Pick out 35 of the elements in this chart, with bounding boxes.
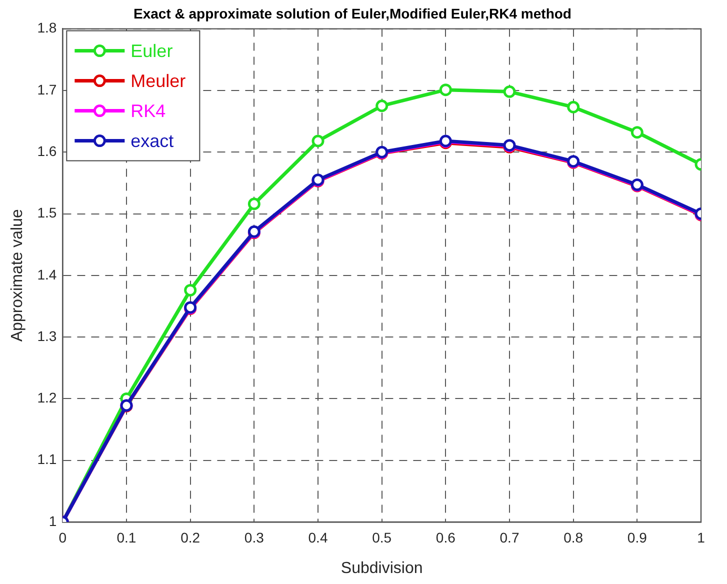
- y-tick-label: 1.6: [37, 142, 57, 159]
- point: [503, 85, 516, 98]
- x-tick-label: 0.9: [627, 529, 648, 546]
- point: [376, 100, 388, 112]
- legend-label: exact: [130, 130, 174, 151]
- x-tick-label: 1: [697, 529, 706, 546]
- x-axis-title: Subdivision: [340, 560, 423, 577]
- y-tick-label: 1.3: [37, 328, 57, 344]
- y-tick-label: 1.5: [37, 204, 57, 221]
- x-tick-label: 0.6: [436, 529, 456, 546]
- x-tick-label: 0: [58, 529, 67, 546]
- y-tick-label: 1.2: [37, 390, 57, 406]
- point: [630, 126, 644, 139]
- y-tick-label: 1.1: [37, 451, 57, 468]
- x-tick-label: 0.8: [564, 529, 584, 546]
- x-tick-label: 0.2: [180, 529, 200, 546]
- y-tick-label: 1: [48, 512, 57, 529]
- x-tick-label: 0.4: [308, 529, 328, 546]
- chart-title: Exact & approximate solution of Euler,Modified Euler,RK4 method: [134, 5, 572, 22]
- x-tick-label: 0.1: [116, 529, 136, 546]
- x-tick-label: 0.3: [244, 529, 264, 546]
- legend-label: Euler: [130, 40, 173, 61]
- legend-label: Meuler: [130, 70, 186, 91]
- legend-label: RK4: [130, 100, 166, 121]
- point: [567, 100, 580, 114]
- y-tick-label: 1.4: [37, 266, 57, 282]
- point: [439, 84, 452, 96]
- y-tick-label: 1.8: [37, 20, 57, 36]
- point: [184, 284, 197, 296]
- point: [312, 134, 324, 148]
- y-tick-label: 1.7: [37, 81, 57, 98]
- point: [248, 198, 260, 210]
- x-tick-label: 0.7: [500, 529, 520, 546]
- y-axis-title: Approximate value: [9, 209, 26, 342]
- x-tick-label: 0.5: [372, 529, 392, 546]
